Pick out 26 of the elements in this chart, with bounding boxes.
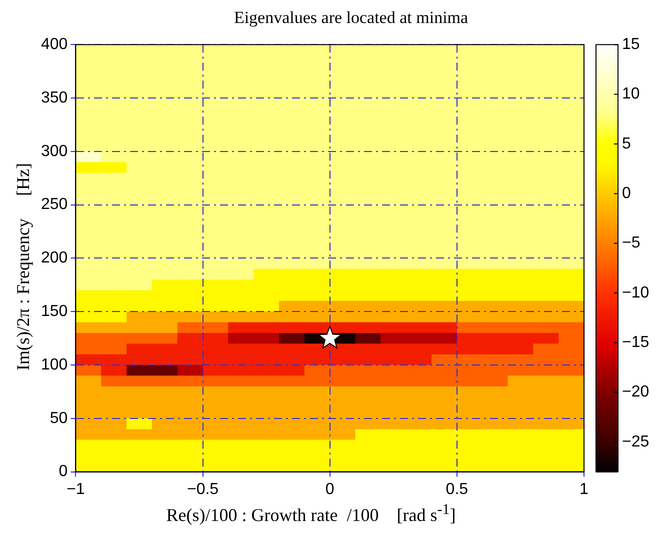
x-tick-label: 0.5	[446, 480, 468, 498]
y-tick-label: 300	[40, 142, 68, 160]
color-bar-label: 15	[622, 36, 640, 54]
x-tick-label: 1	[580, 480, 589, 498]
y-tick-label: 350	[40, 89, 68, 106]
color-bar-label: 5	[622, 135, 631, 152]
color-bar-label: 0	[622, 185, 631, 202]
y-tick-label: 0	[58, 463, 68, 480]
x-tick-label: 0	[325, 480, 334, 498]
y-tick-label: 400	[40, 36, 68, 54]
y-tick-label: 100	[40, 356, 68, 374]
color-bar-label: −20	[622, 384, 650, 401]
y-axis-title: Im(s)/2π : Frequency [Hz]	[12, 163, 34, 371]
color-bar-label: −15	[622, 334, 650, 352]
y-tick-label: 50	[50, 410, 68, 427]
x-axis-title: Re(s)/100 : Growth rate /100 [rad s$^{-1}$]	[165, 502, 457, 526]
x-tick-label: −1	[66, 480, 85, 498]
color-bar-label: −25	[622, 433, 650, 450]
color-bar-label: 10	[622, 86, 640, 103]
color-bar-label: −5	[622, 234, 640, 252]
y-tick-label: 200	[40, 250, 68, 267]
y-tick-label: 250	[40, 196, 68, 214]
x-tick-label: −0.5	[186, 480, 219, 498]
color-bar-label: −10	[622, 284, 650, 302]
chart-title: Eigenvalues are located at minima	[232, 8, 470, 29]
y-tick-label: 150	[40, 303, 68, 320]
